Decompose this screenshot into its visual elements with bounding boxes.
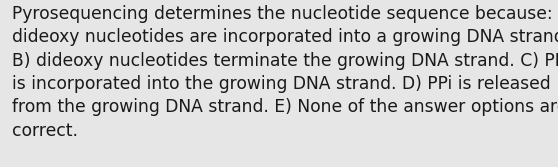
Text: Pyrosequencing determines the nucleotide sequence because: A)
dideoxy nucleotide: Pyrosequencing determines the nucleotide… <box>12 5 558 140</box>
